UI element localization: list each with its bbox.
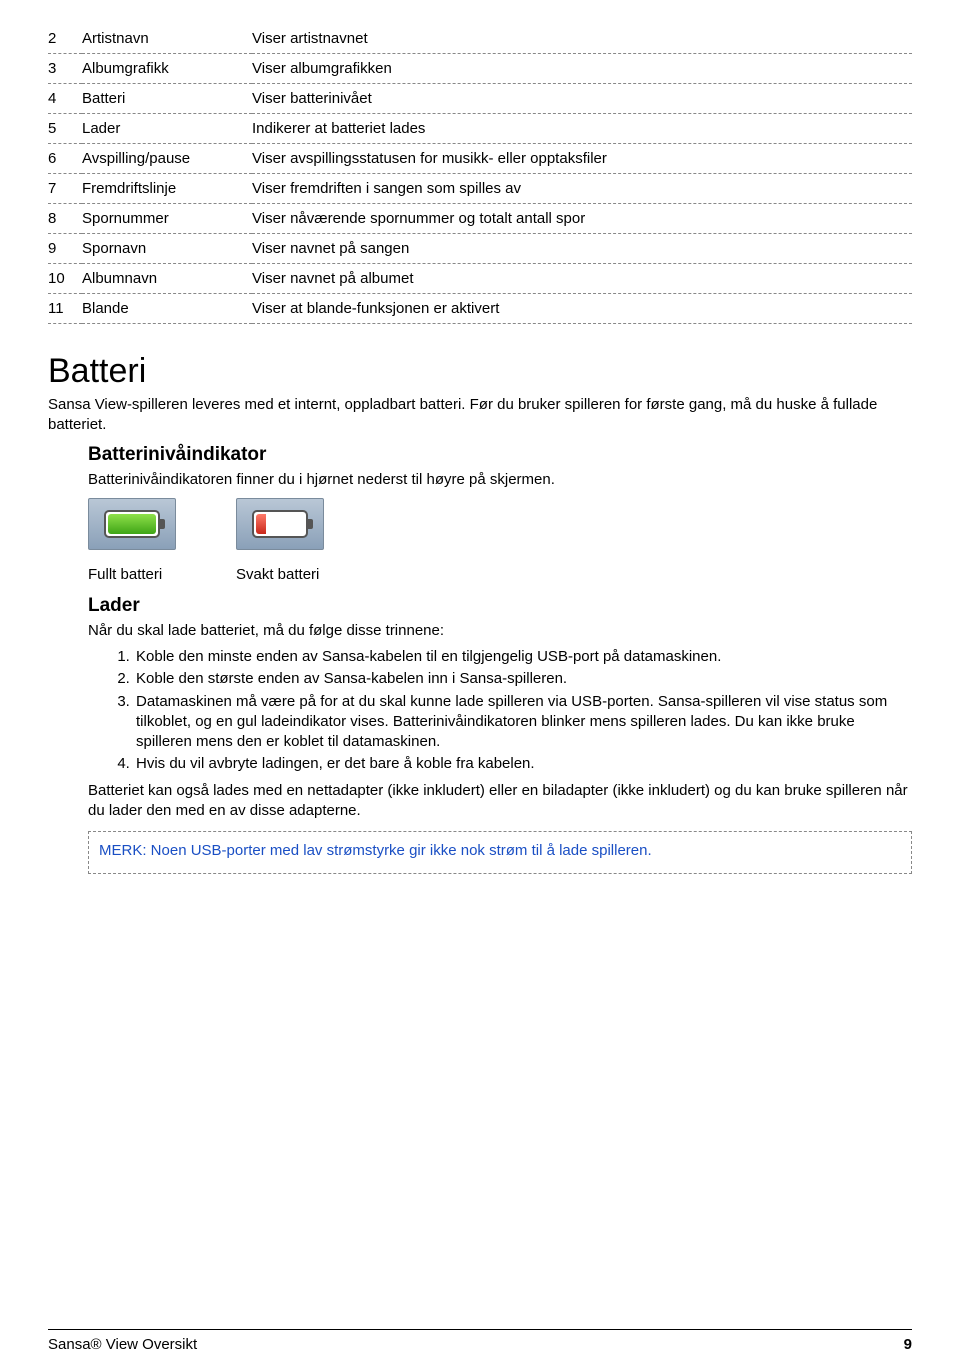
row-number: 11 xyxy=(48,294,82,324)
table-row: 3 Albumgrafikk Viser albumgrafikken xyxy=(48,54,912,84)
row-description: Viser batterinivået xyxy=(252,84,912,114)
battery-low-cell: Svakt batteri xyxy=(236,498,324,583)
row-number: 2 xyxy=(48,24,82,54)
battery-full-cell: Fullt batteri xyxy=(88,498,176,583)
lader-after: Batteriet kan også lades med en nettadap… xyxy=(88,781,912,822)
row-description: Viser navnet på sangen xyxy=(252,234,912,264)
row-description: Viser fremdriften i sangen som spilles a… xyxy=(252,174,912,204)
row-term: Fremdriftslinje xyxy=(82,174,252,204)
footer-page-number: 9 xyxy=(904,1336,912,1353)
row-term: Artistnavn xyxy=(82,24,252,54)
definition-table: 2 Artistnavn Viser artistnavnet 3 Albumg… xyxy=(48,24,912,324)
row-description: Viser albumgrafikken xyxy=(252,54,912,84)
row-description: Viser navnet på albumet xyxy=(252,264,912,294)
section-heading-batteri: Batteri xyxy=(48,352,912,391)
row-term: Lader xyxy=(82,114,252,144)
row-description: Indikerer at batteriet lades xyxy=(252,114,912,144)
row-term: Albumgrafikk xyxy=(82,54,252,84)
table-row: 10 Albumnavn Viser navnet på albumet xyxy=(48,264,912,294)
row-number: 9 xyxy=(48,234,82,264)
lader-step: Hvis du vil avbryte ladingen, er det bar… xyxy=(134,754,912,774)
row-term: Spornavn xyxy=(82,234,252,264)
battery-full-label: Fullt batteri xyxy=(88,566,176,583)
row-description: Viser artistnavnet xyxy=(252,24,912,54)
row-description: Viser nåværende spornummer og totalt ant… xyxy=(252,204,912,234)
battery-low-icon xyxy=(236,498,324,550)
lader-step: Koble den største enden av Sansa-kabelen… xyxy=(134,669,912,689)
row-number: 7 xyxy=(48,174,82,204)
table-row: 11 Blande Viser at blande-funksjonen er … xyxy=(48,294,912,324)
lader-step: Datamaskinen må være på for at du skal k… xyxy=(134,692,912,753)
row-description: Viser at blande-funksjonen er aktivert xyxy=(252,294,912,324)
battery-low-label: Svakt batteri xyxy=(236,566,324,583)
row-term: Batteri xyxy=(82,84,252,114)
battery-full-icon xyxy=(88,498,176,550)
row-description: Viser avspillingsstatusen for musikk- el… xyxy=(252,144,912,174)
row-term: Spornummer xyxy=(82,204,252,234)
row-term: Albumnavn xyxy=(82,264,252,294)
table-row: 4 Batteri Viser batterinivået xyxy=(48,84,912,114)
row-number: 4 xyxy=(48,84,82,114)
lader-intro: Når du skal lade batteriet, må du følge … xyxy=(88,621,912,641)
row-number: 5 xyxy=(48,114,82,144)
row-term: Blande xyxy=(82,294,252,324)
indicator-text: Batterinivåindikatoren finner du i hjørn… xyxy=(88,470,912,490)
table-row: 5 Lader Indikerer at batteriet lades xyxy=(48,114,912,144)
lader-steps: Koble den minste enden av Sansa-kabelen … xyxy=(88,647,912,775)
note-box: MERK: Noen USB-porter med lav strømstyrk… xyxy=(88,831,912,874)
table-row: 2 Artistnavn Viser artistnavnet xyxy=(48,24,912,54)
lader-step: Koble den minste enden av Sansa-kabelen … xyxy=(134,647,912,667)
table-row: 9 Spornavn Viser navnet på sangen xyxy=(48,234,912,264)
table-row: 6 Avspilling/pause Viser avspillingsstat… xyxy=(48,144,912,174)
table-row: 8 Spornummer Viser nåværende spornummer … xyxy=(48,204,912,234)
row-number: 3 xyxy=(48,54,82,84)
footer-left: Sansa® View Oversikt xyxy=(48,1336,197,1353)
row-term: Avspilling/pause xyxy=(82,144,252,174)
batteri-intro: Sansa View-spilleren leveres med et inte… xyxy=(48,395,912,436)
note-text: MERK: Noen USB-porter med lav strømstyrk… xyxy=(99,842,652,859)
row-number: 8 xyxy=(48,204,82,234)
page-footer: Sansa® View Oversikt 9 xyxy=(48,1329,912,1353)
row-number: 6 xyxy=(48,144,82,174)
subheading-indicator: Batterinivåindikator xyxy=(88,444,912,466)
table-row: 7 Fremdriftslinje Viser fremdriften i sa… xyxy=(48,174,912,204)
row-number: 10 xyxy=(48,264,82,294)
battery-icons-row: Fullt batteri Svakt batteri xyxy=(88,498,912,583)
subheading-lader: Lader xyxy=(88,595,912,617)
